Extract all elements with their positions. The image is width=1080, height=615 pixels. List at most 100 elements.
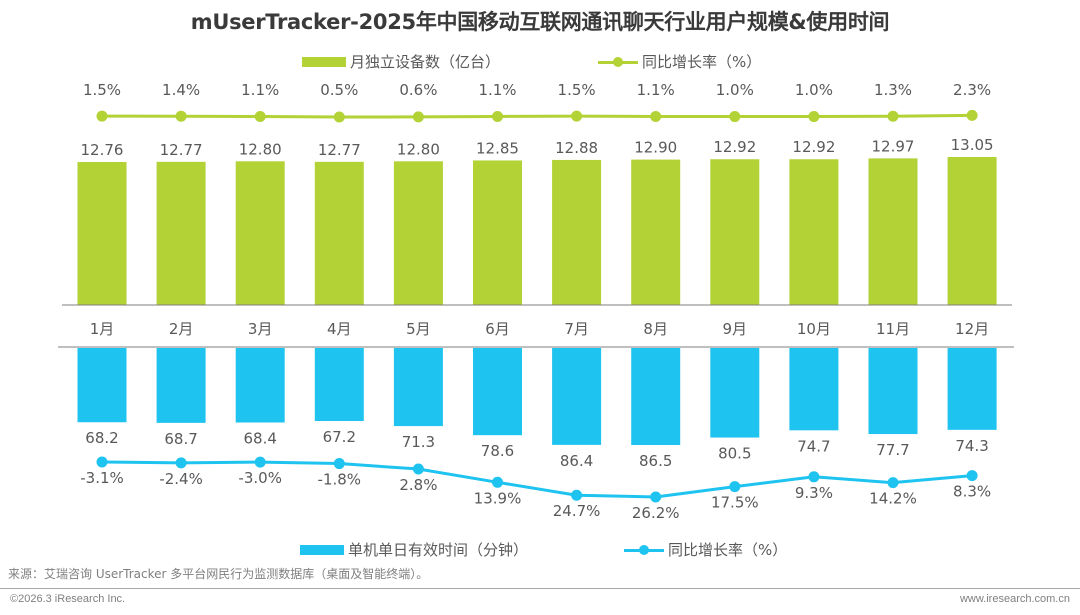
- time-growth-point: [175, 457, 187, 469]
- devices-growth-label: 1.5%: [83, 81, 121, 99]
- devices-growth-point: [333, 111, 345, 123]
- devices-bar-label: 12.77: [160, 141, 203, 159]
- devices-growth-label: 1.0%: [716, 81, 754, 99]
- legend-label-devices: 月独立设备数（亿台）: [350, 53, 501, 71]
- devices-bar: [314, 161, 364, 305]
- time-growth-path: [101, 460, 973, 499]
- devices-bar-label: 12.92: [713, 138, 756, 156]
- time-bar: [77, 348, 127, 423]
- legend-swatch-blue-bar: [300, 544, 344, 555]
- time-bar-label: 74.7: [797, 437, 830, 455]
- devices-growth-label: 1.1%: [478, 81, 516, 99]
- devices-growth-point: [966, 109, 978, 121]
- time-bar-label: 86.4: [560, 452, 593, 470]
- month-tick-label: 1月: [90, 320, 115, 338]
- month-tick-label: 7月: [564, 320, 589, 338]
- time-growth-label: 8.3%: [953, 483, 991, 501]
- time-growth-label: -3.1%: [80, 469, 124, 487]
- devices-growth-point: [492, 110, 503, 122]
- time-bar: [314, 348, 364, 421]
- devices-growth-label: 1.3%: [874, 81, 912, 99]
- devices-growth-line: 1.5% 1.4% 1.1% 0.5% 0.6% 1.1% 1.5% 1.1% 1.0% 1.0%…: [83, 81, 991, 123]
- website-link[interactable]: www.iresearch.com.cn: [959, 593, 1070, 605]
- devices-bar: [631, 159, 681, 305]
- devices-growth-label: 1.5%: [558, 81, 596, 99]
- footer-divider: [0, 588, 1080, 589]
- time-bar-label: 68.4: [243, 429, 276, 447]
- devices-bar: [235, 161, 285, 305]
- time-bar-label: 68.2: [85, 429, 118, 447]
- source-note: 来源：艾瑞咨询 UserTracker 多平台网民行为监测数据库（桌面及智能终端…: [8, 567, 429, 581]
- time-bar-label: 74.3: [955, 437, 988, 455]
- time-growth-point: [650, 491, 662, 503]
- month-tick-label: 9月: [723, 320, 748, 338]
- legend-swatch-green-bar: [302, 56, 346, 67]
- devices-bar-label: 12.85: [476, 139, 519, 157]
- chart-title: mUserTracker-2025年中国移动互联网通讯聊天行业用户规模&使用时间: [190, 10, 890, 34]
- devices-growth-label: 2.3%: [953, 81, 991, 99]
- legend-top-bar: 月独立设备数（亿台）: [302, 51, 500, 72]
- time-growth-label: 17.5%: [711, 494, 759, 512]
- time-growth-label: 14.2%: [869, 490, 917, 508]
- time-growth-point: [254, 456, 266, 468]
- time-growth-label: 2.8%: [399, 476, 437, 494]
- axes: 1月 2月 3月 4月 5月 6月 7月 8月 9月 10月 11月 12月: [58, 304, 1014, 348]
- time-growth-label: -2.4%: [159, 470, 203, 488]
- time-growth-label: 24.7%: [553, 502, 601, 520]
- time-growth-point: [412, 463, 424, 475]
- time-bar: [393, 348, 443, 427]
- devices-growth-label: 1.0%: [795, 81, 833, 99]
- time-bar-label: 67.2: [323, 428, 356, 446]
- devices-growth-point: [96, 110, 108, 122]
- time-growth-point: [729, 481, 741, 493]
- devices-bar: [947, 157, 997, 305]
- month-tick-label: 6月: [485, 320, 510, 338]
- time-growth-point: [966, 470, 978, 482]
- time-bar-label: 86.5: [639, 452, 672, 470]
- time-bar: [631, 348, 681, 445]
- time-growth-label: -1.8%: [318, 471, 362, 489]
- month-tick-label: 2月: [169, 320, 194, 338]
- devices-bar-label: 12.90: [634, 139, 677, 157]
- legend-swatch-green-line: [598, 56, 638, 68]
- month-tick-label: 5月: [406, 320, 431, 338]
- devices-growth-path: [101, 113, 973, 119]
- devices-bar: [868, 158, 918, 305]
- devices-bar-label: 12.80: [397, 140, 440, 158]
- month-tick-label: 12月: [955, 320, 989, 338]
- devices-bar-label: 13.05: [951, 136, 994, 154]
- time-growth-label: -3.0%: [238, 469, 282, 487]
- time-growth-point: [887, 477, 899, 489]
- time-bar-label: 78.6: [481, 442, 514, 460]
- devices-bar: [552, 159, 602, 305]
- month-tick-label: 8月: [643, 320, 668, 338]
- time-bar: [789, 348, 839, 431]
- devices-growth-point: [729, 111, 741, 123]
- time-growth-point: [96, 456, 108, 468]
- devices-growth-label: 0.5%: [320, 81, 358, 99]
- legend-label-devices-growth: 同比增长率（%）: [642, 53, 762, 71]
- time-bar-label: 68.7: [164, 430, 197, 448]
- devices-bar-label: 12.92: [792, 138, 835, 156]
- time-bar-label: 80.5: [718, 445, 751, 463]
- time-bar: [947, 348, 997, 430]
- devices-growth-label: 1.1%: [241, 81, 279, 99]
- legend-bottom-bar: 单机单日有效时间（分钟）: [300, 539, 528, 560]
- devices-bar: [473, 160, 522, 305]
- devices-bars: 12.76 12.77 12.80 12.77 12.80 12.85 12.88 12.90…: [77, 136, 997, 305]
- time-bar: [156, 348, 206, 423]
- legend-swatch-blue-line: [624, 544, 664, 556]
- time-growth-point: [808, 471, 820, 483]
- time-bar: [235, 348, 285, 423]
- time-bar-label: 77.7: [876, 441, 909, 459]
- chart-svg: 12.76 12.77 12.80 12.77 12.80 12.85 12.88 12.90…: [58, 81, 1014, 522]
- devices-bar-label: 12.97: [872, 137, 915, 155]
- time-bar-label: 71.3: [402, 433, 435, 451]
- devices-growth-label: 0.6%: [399, 81, 437, 99]
- legend-label-time: 单机单日有效时间（分钟）: [348, 541, 529, 559]
- devices-growth-point: [254, 110, 266, 122]
- legend-bottom-line: 同比增长率（%）: [624, 539, 787, 560]
- time-growth-line: -3.1% -2.4% -3.0% -1.8% 2.8% 13.9% 24.7% 26.2% 1…: [80, 456, 991, 522]
- copyright: ©2026.3 iResearch Inc.: [10, 593, 126, 605]
- legend-top-line: 同比增长率（%）: [598, 51, 761, 72]
